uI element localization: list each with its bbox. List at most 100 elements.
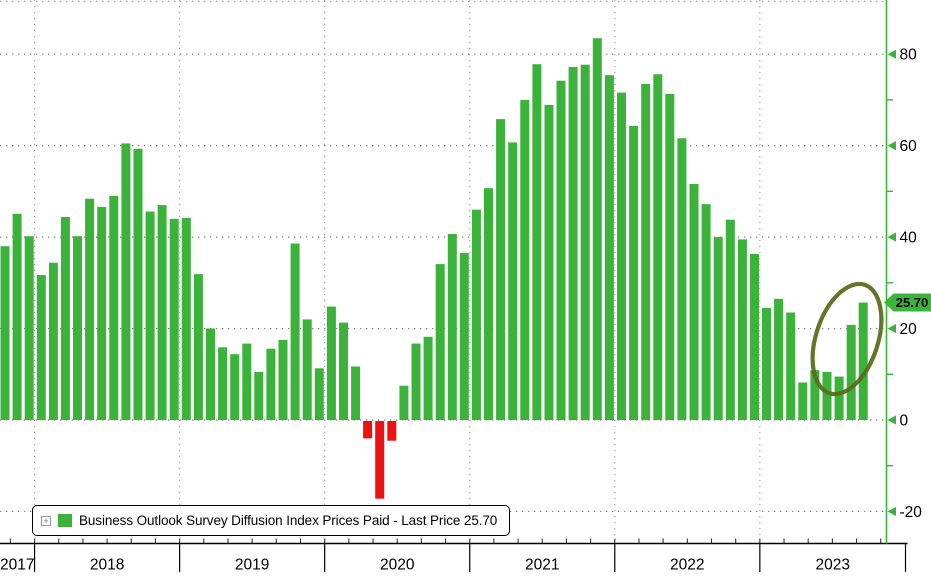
bar-negative: [375, 421, 385, 499]
y-tick-arrow-icon: [887, 415, 896, 425]
x-axis-year-label: 2019: [235, 557, 269, 574]
bar-positive: [60, 217, 70, 420]
bar-positive: [592, 38, 602, 420]
bar-positive: [677, 138, 687, 421]
bar-positive: [798, 382, 808, 420]
bar-positive: [532, 64, 542, 420]
bar-positive: [169, 218, 179, 420]
bar-positive: [266, 348, 276, 420]
bar-positive: [73, 236, 82, 420]
y-tick-arrow-icon: [887, 141, 896, 151]
y-tick-arrow-icon: [887, 232, 896, 242]
bar-positive: [423, 336, 433, 420]
last-price-badge: [884, 293, 931, 312]
bar-positive: [339, 322, 348, 420]
highlight-ellipse: [810, 281, 884, 397]
legend-series-label: Business Outlook Survey Diffusion Index …: [79, 513, 498, 528]
bar-positive: [326, 306, 336, 420]
bar-positive: [85, 198, 95, 420]
bar-positive: [774, 298, 784, 420]
bar-positive: [641, 83, 651, 421]
bar-positive: [834, 376, 844, 420]
bar-positive: [447, 233, 457, 420]
bar-positive: [786, 312, 796, 420]
x-axis-year-label: 2022: [670, 557, 704, 574]
bar-positive: [459, 253, 469, 420]
bar-positive: [750, 254, 759, 420]
y-axis-tick-label: 40: [900, 229, 918, 246]
y-axis-tick-label: -20: [900, 504, 923, 521]
x-axis-year-label: 2017: [0, 557, 34, 574]
series-color-swatch-icon: [58, 514, 72, 527]
bar-positive: [314, 368, 324, 420]
bar-positive: [121, 143, 131, 420]
y-tick-arrow-icon: [887, 49, 896, 59]
bar-positive: [218, 347, 228, 420]
bar-positive: [653, 74, 663, 421]
bar-positive: [617, 92, 626, 420]
y-axis-tick-label: 80: [900, 47, 918, 64]
x-axis-year-label: 2020: [380, 557, 415, 574]
bar-positive: [181, 217, 191, 420]
bar-positive: [604, 75, 614, 420]
y-axis-tick-label: 20: [900, 321, 918, 338]
x-axis-year-label: 2018: [90, 557, 124, 574]
bar-positive: [254, 372, 264, 420]
bar-positive: [701, 204, 711, 420]
bar-positive: [97, 206, 107, 420]
bar-positive: [230, 354, 240, 420]
bar-positive: [290, 243, 300, 420]
bar-positive: [762, 308, 771, 420]
y-tick-arrow-icon: [887, 323, 896, 334]
bar-positive: [471, 209, 481, 420]
last-price-badge-text: 25.70: [896, 295, 929, 310]
bar-positive: [36, 275, 46, 420]
bar-positive: [725, 219, 735, 420]
bar-positive: [508, 142, 518, 420]
bar-positive: [580, 64, 590, 420]
bar-positive: [0, 246, 10, 420]
y-axis-tick-label: 0: [900, 412, 909, 429]
plus-box-icon[interactable]: +: [41, 515, 51, 526]
bar-positive: [858, 302, 868, 420]
bar-positive: [435, 264, 445, 420]
bar-positive: [193, 274, 203, 420]
y-axis-tick-label: 60: [900, 138, 918, 155]
bar-positive: [568, 67, 578, 420]
bar-positive: [484, 188, 493, 420]
legend-box[interactable]: + Business Outlook Survey Diffusion Inde…: [32, 505, 510, 536]
bar-positive: [544, 104, 554, 421]
bar-negative: [387, 421, 397, 441]
bar-positive: [157, 205, 167, 420]
y-tick-arrow-icon: [887, 506, 896, 517]
bar-positive: [810, 370, 820, 420]
x-axis-year-label: 2023: [815, 557, 849, 574]
bar-positive: [242, 343, 252, 420]
bar-positive: [278, 340, 288, 420]
x-axis-year-label: 2021: [525, 557, 559, 574]
bar-positive: [399, 385, 409, 420]
bar-positive: [629, 126, 639, 420]
bar-positive: [145, 211, 155, 420]
bar-positive: [133, 148, 143, 421]
bar-positive: [713, 237, 723, 420]
bar-positive: [48, 262, 58, 420]
bar-positive: [665, 94, 675, 420]
bar-positive: [206, 328, 215, 420]
bar-positive: [351, 366, 361, 420]
bar-positive: [302, 319, 312, 420]
bar-positive: [689, 184, 699, 420]
bar-positive: [12, 213, 22, 420]
bar-positive: [822, 372, 832, 420]
bar-positive: [24, 236, 34, 420]
bar-positive: [556, 80, 566, 420]
bar-positive: [846, 324, 856, 420]
bar-positive: [496, 119, 506, 420]
bar-positive: [737, 239, 747, 420]
bar-negative: [363, 421, 373, 439]
bar-positive: [109, 195, 119, 420]
bar-positive: [411, 343, 421, 420]
bar-positive: [520, 99, 530, 421]
